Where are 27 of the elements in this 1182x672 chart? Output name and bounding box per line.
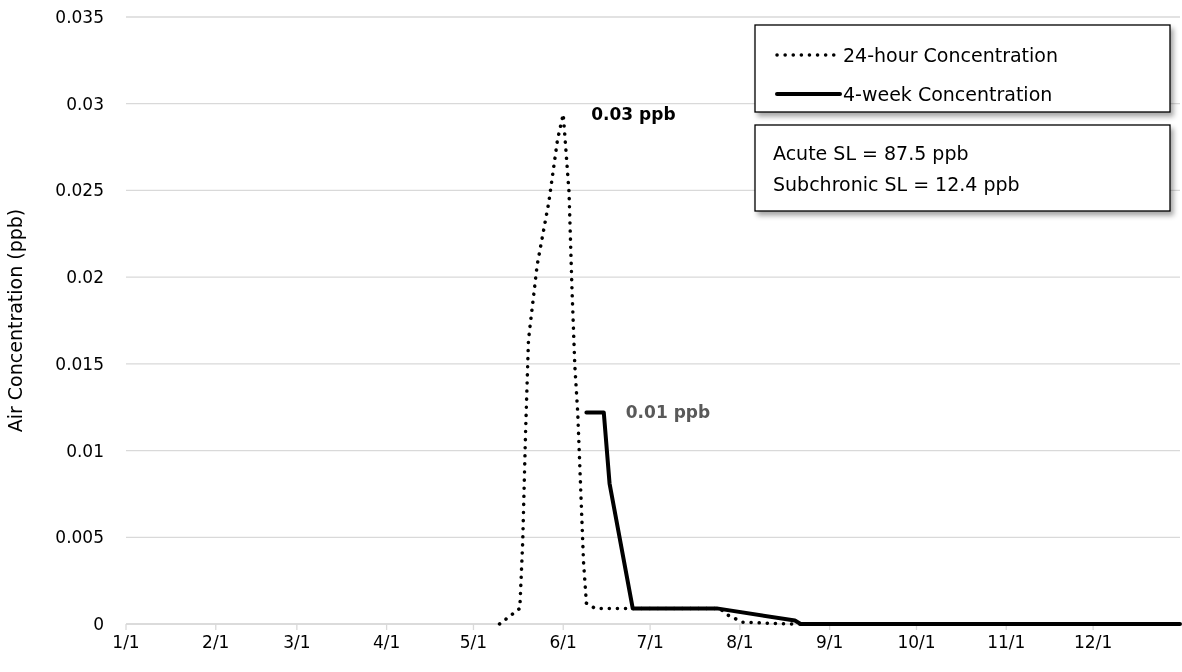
y-tick-label: 0.01 bbox=[66, 440, 104, 461]
y-tick-label: 0.015 bbox=[55, 353, 104, 374]
annotation: 0.03 ppb bbox=[591, 104, 676, 125]
y-axis-title: Air Concentration (ppb) bbox=[4, 208, 26, 433]
x-tick-label: 5/1 bbox=[459, 632, 488, 652]
x-tick-label: 12/1 bbox=[1074, 632, 1113, 652]
x-tick-label: 6/1 bbox=[549, 632, 577, 652]
annotation: Acute SL = 87.5 ppb bbox=[773, 142, 969, 164]
legend-label: 24-hour Concentration bbox=[843, 44, 1059, 66]
x-tick-label: 8/1 bbox=[726, 632, 754, 652]
x-tick-label: 3/1 bbox=[283, 632, 311, 652]
y-tick-label: 0 bbox=[93, 614, 104, 634]
legend-label: 4-week Concentration bbox=[843, 83, 1053, 105]
x-tick-label: 1/1 bbox=[112, 632, 140, 652]
x-tick-label: 9/1 bbox=[815, 632, 844, 652]
y-tick-label: 0.035 bbox=[55, 7, 104, 27]
x-tick-label: 11/1 bbox=[987, 632, 1026, 652]
x-tick-label: 7/1 bbox=[636, 632, 664, 652]
x-tick-label: 4/1 bbox=[372, 632, 401, 652]
annotation: 0.01 ppb bbox=[625, 402, 711, 423]
x-tick-label: 2/1 bbox=[202, 632, 230, 652]
y-tick-label: 0.025 bbox=[55, 180, 104, 201]
annotation: Subchronic SL = 12.4 ppb bbox=[773, 173, 1020, 195]
y-tick-label: 0.03 bbox=[66, 93, 104, 114]
y-tick-label: 0.005 bbox=[55, 527, 104, 548]
y-tick-label: 0.02 bbox=[66, 267, 104, 288]
x-tick-label: 10/1 bbox=[897, 632, 936, 652]
